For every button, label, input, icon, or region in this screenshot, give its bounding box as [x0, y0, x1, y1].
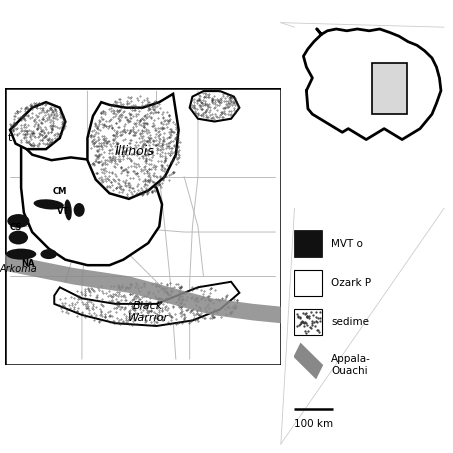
- Ellipse shape: [34, 199, 64, 210]
- Text: Arkoma: Arkoma: [0, 265, 37, 275]
- Ellipse shape: [64, 199, 72, 221]
- Text: NA: NA: [21, 259, 34, 268]
- Polygon shape: [10, 102, 65, 149]
- Text: Illinois: Illinois: [115, 145, 154, 159]
- Text: CM: CM: [53, 188, 67, 197]
- Polygon shape: [190, 91, 240, 121]
- Ellipse shape: [74, 203, 85, 217]
- Ellipse shape: [9, 231, 28, 245]
- Text: t: t: [8, 133, 12, 143]
- Bar: [294, 309, 322, 335]
- Text: CS: CS: [10, 223, 22, 232]
- Text: sedime: sedime: [332, 317, 369, 327]
- Ellipse shape: [6, 249, 36, 260]
- Polygon shape: [87, 94, 178, 199]
- Bar: [372, 63, 407, 114]
- Text: Black
Warrior: Black Warrior: [128, 301, 169, 323]
- Polygon shape: [21, 144, 162, 265]
- Text: VT: VT: [57, 207, 69, 216]
- Polygon shape: [304, 29, 441, 140]
- Bar: [294, 270, 322, 296]
- Polygon shape: [54, 282, 240, 326]
- Polygon shape: [294, 342, 323, 379]
- Text: MVT o: MVT o: [332, 239, 363, 249]
- Bar: [294, 231, 322, 256]
- Polygon shape: [5, 254, 281, 323]
- Text: Appala-
Ouachi: Appala- Ouachi: [332, 354, 371, 376]
- Text: Ozark P: Ozark P: [332, 278, 371, 288]
- Ellipse shape: [40, 249, 57, 259]
- Ellipse shape: [7, 214, 29, 228]
- Text: 100 km: 100 km: [294, 419, 333, 429]
